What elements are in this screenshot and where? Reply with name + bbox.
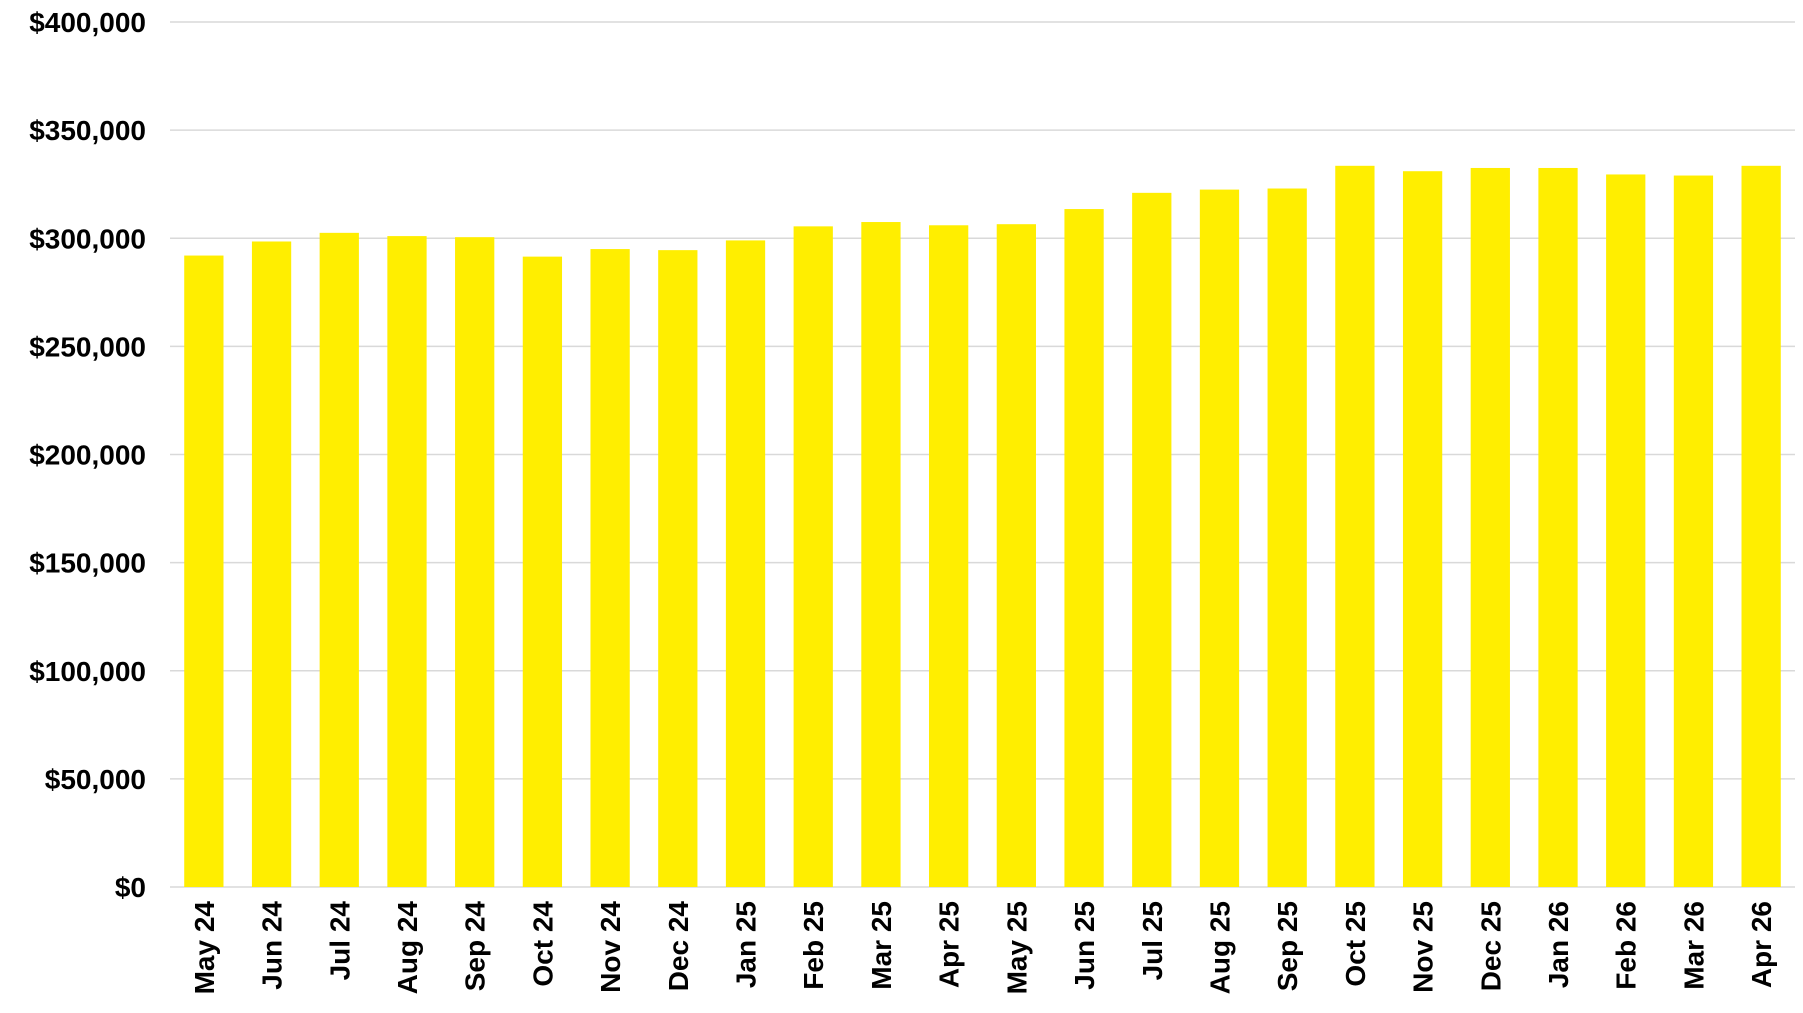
- bar: [1199, 189, 1240, 887]
- x-tick-label: Oct 24: [527, 901, 558, 987]
- bar: [251, 241, 292, 887]
- x-tick-label: Nov 25: [1408, 901, 1439, 993]
- y-tick-label: $400,000: [29, 7, 146, 38]
- bar: [1741, 165, 1781, 887]
- bar: [996, 224, 1036, 888]
- x-tick-label: Jun 24: [257, 901, 288, 990]
- x-tick-label: Jul 24: [324, 901, 355, 981]
- bar: [1267, 188, 1307, 887]
- bars: [184, 165, 1781, 888]
- x-tick-label: Aug 24: [392, 901, 423, 995]
- bar: [319, 232, 359, 887]
- bar: [1538, 167, 1578, 887]
- bar: [590, 249, 630, 887]
- x-tick-label: Apr 26: [1746, 901, 1777, 988]
- y-tick-label: $0: [115, 872, 146, 903]
- x-tick-label: Dec 24: [663, 901, 694, 992]
- bar: [861, 222, 901, 887]
- bar: [1132, 192, 1172, 887]
- bar: [1402, 171, 1443, 887]
- y-tick-label: $350,000: [29, 115, 146, 146]
- x-tick-label: Mar 26: [1678, 901, 1709, 990]
- y-tick-label: $300,000: [29, 223, 146, 254]
- x-tick-label: Sep 24: [460, 901, 491, 992]
- x-tick-label: Jan 26: [1543, 901, 1574, 988]
- y-tick-label: $50,000: [45, 764, 146, 795]
- x-tick-label: Jan 25: [731, 901, 762, 988]
- bar: [725, 240, 766, 888]
- x-tick-label: Dec 25: [1475, 901, 1506, 991]
- x-tick-label: Feb 25: [798, 901, 829, 990]
- bar: [929, 225, 969, 887]
- bar: [1064, 209, 1104, 887]
- bar: [387, 236, 427, 887]
- y-tick-label: $200,000: [29, 440, 146, 471]
- bar: [184, 255, 224, 888]
- bar: [1606, 174, 1646, 888]
- x-tick-label: Feb 26: [1611, 901, 1642, 990]
- x-tick-label: Sep 25: [1272, 901, 1303, 991]
- bar: [455, 237, 495, 887]
- x-tick-label: Mar 25: [866, 901, 897, 990]
- x-tick-label: Jun 25: [1069, 901, 1100, 990]
- x-tick-label: Apr 25: [934, 901, 965, 988]
- bar: [1470, 167, 1510, 887]
- bar: [658, 250, 698, 888]
- y-tick-label: $150,000: [29, 548, 146, 579]
- x-tick-label: Jul 25: [1137, 901, 1168, 980]
- x-tick-label: May 25: [1001, 901, 1032, 994]
- bar: [522, 256, 563, 888]
- y-tick-label: $250,000: [29, 331, 146, 362]
- y-tick-label: $100,000: [29, 656, 146, 687]
- gridlines: [170, 21, 1795, 888]
- bar: [793, 226, 833, 887]
- x-axis-tick-labels: May 24 Jun 24 Jul 24 Aug 24 Sep 24 Oct 24 Nov …: [189, 901, 1777, 995]
- x-tick-label: Nov 24: [595, 901, 626, 993]
- bar: [1335, 165, 1375, 887]
- x-tick-label: Aug 25: [1204, 901, 1235, 994]
- x-tick-label: Oct 25: [1340, 901, 1371, 987]
- x-tick-label: May 24: [189, 901, 220, 995]
- bar: [1673, 175, 1714, 888]
- y-axis-tick-labels: $0 $50,000 $100,000 $150,000 $200,000 $250,00…: [29, 7, 146, 903]
